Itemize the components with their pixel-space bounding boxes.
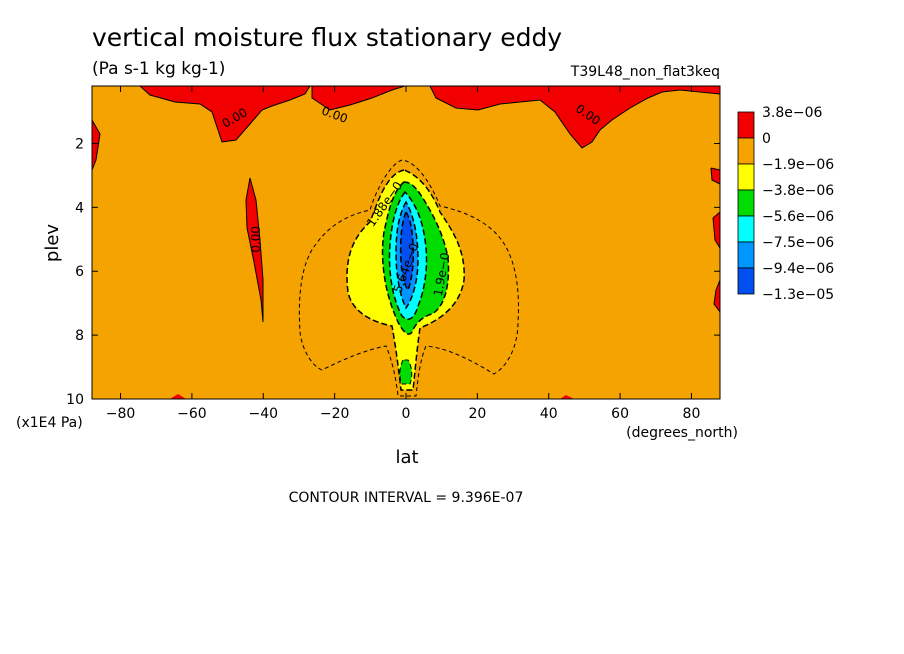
contour-interval-label: CONTOUR INTERVAL = 9.396E-07 <box>289 490 524 506</box>
colorbar: 3.8e−06 0 −1.9e−06 −3.8e−06 −5.6e−06 −7.5e−06… <box>737 105 834 303</box>
colorbar-label: −1.3e−05 <box>762 287 834 303</box>
x-tick-label: 80 <box>683 406 701 422</box>
contour-blue-edge <box>399 210 414 292</box>
y-axis-label: plev <box>42 224 63 263</box>
y-tick-label: 4 <box>75 200 84 216</box>
contour-zero-left <box>91 119 101 171</box>
colorbar-swatch <box>737 189 755 217</box>
contour-cyan-edge <box>388 190 428 320</box>
contour-lower-stem <box>399 359 413 385</box>
x-axis-label: lat <box>395 447 418 468</box>
x-units-label: (degrees_north) <box>626 425 738 441</box>
contour-yellow-edge <box>346 169 465 391</box>
chart-title: vertical moisture flux stationary eddy <box>92 23 562 52</box>
y-tick-label: 6 <box>75 264 84 280</box>
y-tick-label: 8 <box>75 328 84 344</box>
x-tick-label: −80 <box>106 406 136 422</box>
colorbar-label: −1.9e−06 <box>762 157 834 173</box>
colorbar-label: −9.4e−06 <box>762 261 834 277</box>
negative-region-green-lower <box>399 360 412 384</box>
colorbar-label: −7.5e−06 <box>762 235 834 251</box>
contour-outer-dashed <box>298 159 519 397</box>
colorbar-label: −3.8e−06 <box>762 183 834 199</box>
contour-lines <box>91 85 721 397</box>
x-tick-label: 0 <box>402 406 411 422</box>
contour-zero-east <box>710 167 721 313</box>
contour-lightblue-edge <box>395 200 419 310</box>
x-tick-label: −60 <box>177 406 207 422</box>
y-units-label: (x1E4 Pa) <box>16 415 83 431</box>
colorbar-label: 3.8e−06 <box>762 105 823 121</box>
colorbar-label: 0 <box>762 131 771 147</box>
x-tick-label: 20 <box>468 406 486 422</box>
colorbar-label: −5.6e−06 <box>762 209 834 225</box>
colorbar-swatch <box>737 163 755 191</box>
contour-zero-south-column <box>245 177 264 323</box>
colorbar-swatch <box>737 137 755 165</box>
units-label: (Pa s-1 kg kg-1) <box>92 59 225 79</box>
x-tick-label: −40 <box>248 406 278 422</box>
x-tick-label: 60 <box>611 406 629 422</box>
plot-area: 0.00 0.00 0.000.001.88e−05.64e−0 1.9e−0 <box>91 85 721 400</box>
x-axis: −80 −60 −40 −20 0 20 40 60 80 <box>106 86 701 422</box>
contour-zero-top-band <box>139 85 721 149</box>
y-tick-label: 10 <box>66 392 84 408</box>
colorbar-swatch <box>737 215 755 243</box>
y-axis: 2 4 6 8 10 <box>66 136 720 408</box>
x-tick-label: 40 <box>540 406 558 422</box>
negative-region-blue <box>400 212 414 290</box>
colorbar-swatch <box>737 111 755 139</box>
colorbar-swatch <box>737 241 755 269</box>
x-tick-label: −20 <box>320 406 350 422</box>
experiment-label: T39L48_non_flat3keq <box>570 64 720 80</box>
colorbar-swatch <box>737 267 755 295</box>
contour-label: 0.00 <box>249 226 263 253</box>
contour-green-edge <box>381 181 450 335</box>
positive-region-top-left <box>92 120 100 170</box>
y-tick-label: 2 <box>75 136 84 152</box>
